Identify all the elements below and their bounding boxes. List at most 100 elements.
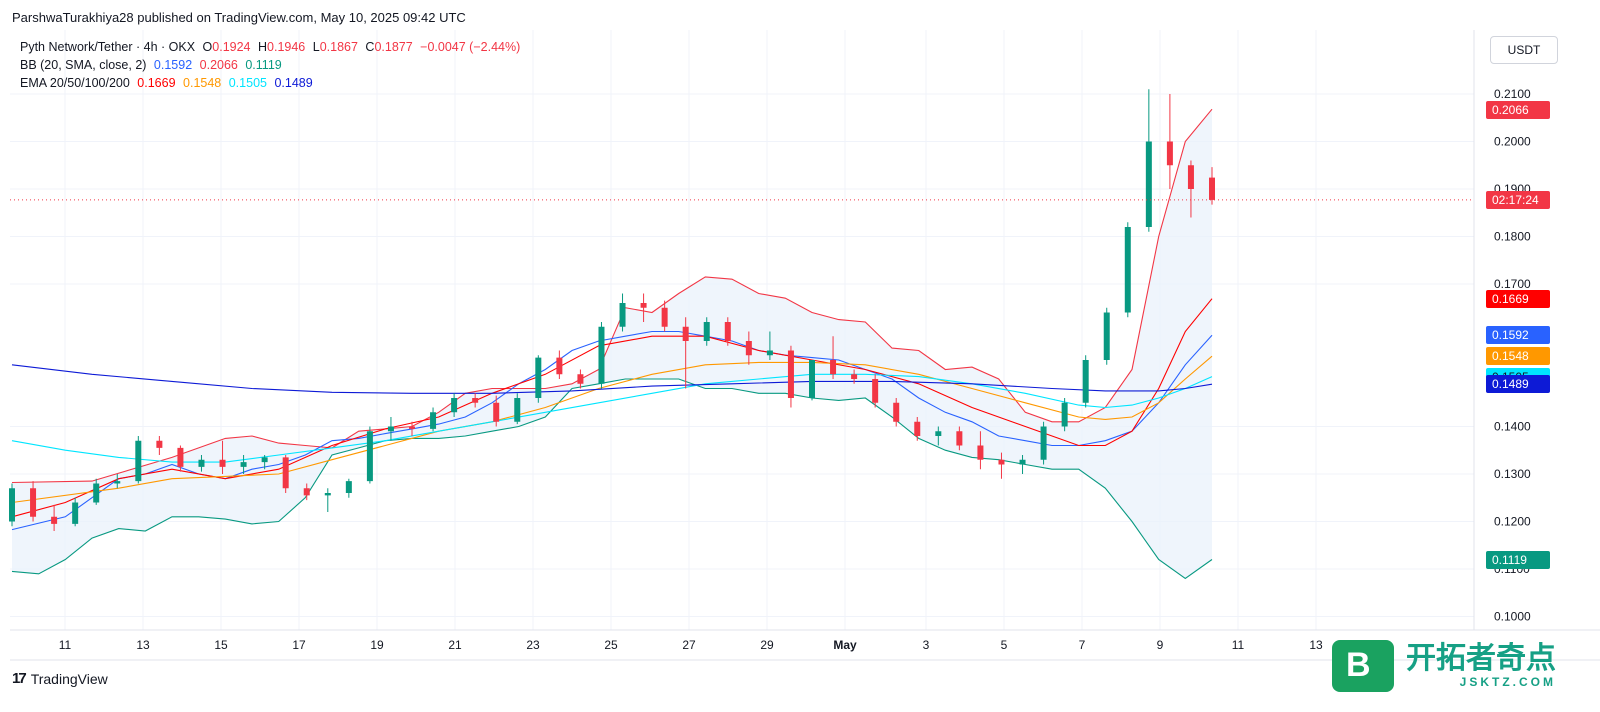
time-tick-label: 13: [1309, 638, 1323, 652]
candle[interactable]: [619, 293, 626, 332]
time-tick-label: 19: [370, 638, 384, 652]
candle[interactable]: [998, 452, 1005, 479]
time-tick-label: 29: [760, 638, 774, 652]
candle[interactable]: [219, 440, 226, 474]
candle[interactable]: [135, 436, 142, 484]
candle-body: [619, 303, 626, 327]
candle[interactable]: [1187, 160, 1194, 218]
ema200-value: 0.1489: [274, 76, 313, 90]
candle[interactable]: [514, 393, 521, 425]
candle-body: [935, 431, 942, 436]
candle-body: [577, 374, 584, 384]
candle[interactable]: [345, 478, 352, 498]
candle[interactable]: [956, 426, 963, 451]
candle[interactable]: [303, 483, 310, 501]
candle-body: [93, 483, 100, 503]
candle[interactable]: [977, 431, 984, 470]
candle[interactable]: [535, 355, 542, 403]
price-label: 0.1592: [1486, 326, 1550, 345]
series-line-ema-20: [11, 298, 1213, 518]
candle[interactable]: [387, 417, 394, 441]
candle[interactable]: [493, 395, 500, 427]
candle[interactable]: [1082, 355, 1089, 408]
candle[interactable]: [766, 331, 773, 361]
bb-label: BB (20, SMA, close, 2): [20, 58, 147, 72]
series-line-ema-200: [11, 364, 1213, 394]
candle[interactable]: [1103, 307, 1110, 365]
candle[interactable]: [72, 497, 79, 527]
candle[interactable]: [1061, 398, 1068, 432]
time-tick-label: 21: [448, 638, 462, 652]
ema-legend[interactable]: EMA 20/50/100/200 0.1669 0.1548 0.1505 0…: [20, 76, 313, 90]
candle[interactable]: [156, 436, 163, 455]
change-value: −0.0047 (−2.44%): [420, 40, 521, 54]
time-tick-label: 11: [59, 638, 72, 652]
candle[interactable]: [914, 417, 921, 441]
candle[interactable]: [809, 360, 815, 401]
candle[interactable]: [556, 350, 563, 380]
candle[interactable]: [472, 393, 479, 408]
candle[interactable]: [451, 393, 458, 417]
currency-button[interactable]: USDT: [1490, 36, 1558, 64]
candle[interactable]: [661, 300, 668, 332]
candle[interactable]: [1145, 89, 1152, 232]
candle[interactable]: [598, 322, 605, 389]
candle-body: [830, 360, 837, 375]
candle[interactable]: [430, 407, 437, 432]
candle-body: [514, 398, 521, 422]
candle[interactable]: [30, 481, 37, 522]
low-label: L: [312, 40, 320, 54]
candle[interactable]: [830, 336, 837, 379]
candle[interactable]: [851, 369, 858, 384]
time-tick-label: 9: [1157, 638, 1164, 652]
candle[interactable]: [1040, 421, 1047, 465]
candle-body: [1019, 459, 1026, 465]
candle[interactable]: [324, 488, 331, 512]
candle[interactable]: [409, 421, 415, 436]
tradingview-brand[interactable]: TradingView: [30, 670, 108, 687]
candle[interactable]: [366, 426, 373, 484]
candle-body: [661, 307, 668, 327]
candle[interactable]: [51, 504, 58, 531]
tradingview-logo-icon[interactable]: 17: [12, 670, 27, 687]
symbol-legend[interactable]: Pyth Network/Tether · 4h · OKX O0.1924 H…: [20, 40, 520, 54]
price-label: 0.1119: [1486, 550, 1550, 569]
price-label: 0.2066: [1486, 101, 1550, 120]
candle[interactable]: [640, 293, 647, 323]
candle[interactable]: [1124, 222, 1131, 318]
candle-body: [787, 350, 794, 398]
candle[interactable]: [240, 455, 247, 474]
candle[interactable]: [198, 455, 205, 472]
candle-body: [198, 459, 205, 467]
candle[interactable]: [93, 478, 100, 505]
candle[interactable]: [935, 426, 942, 446]
candle-body: [261, 457, 268, 463]
candle-body: [324, 493, 331, 496]
candle[interactable]: [9, 483, 15, 527]
series-line-bb-lower: [11, 378, 1213, 580]
candle[interactable]: [893, 398, 900, 427]
candle[interactable]: [682, 317, 689, 389]
price-tick-label: 0.1300: [1494, 467, 1531, 481]
candle[interactable]: [703, 317, 710, 346]
candle-body: [409, 426, 415, 429]
candle[interactable]: [177, 445, 184, 472]
candle[interactable]: [787, 345, 794, 408]
candle-body: [303, 488, 310, 496]
candle[interactable]: [1019, 455, 1026, 474]
candle[interactable]: [282, 455, 289, 493]
candle[interactable]: [577, 369, 584, 389]
price-tick-label: 0.2000: [1494, 135, 1531, 149]
candle[interactable]: [261, 455, 268, 470]
candle[interactable]: [745, 331, 752, 365]
candle-body: [956, 431, 963, 446]
bb-legend[interactable]: BB (20, SMA, close, 2) 0.1592 0.2066 0.1…: [20, 58, 282, 72]
candle[interactable]: [1166, 94, 1173, 189]
time-tick-label: May: [833, 638, 857, 652]
candle[interactable]: [724, 317, 731, 346]
candle[interactable]: [114, 474, 121, 489]
candle[interactable]: [1209, 167, 1215, 205]
candle[interactable]: [872, 374, 879, 408]
candle-body: [682, 326, 689, 341]
